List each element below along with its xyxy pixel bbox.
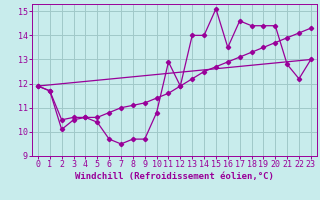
X-axis label: Windchill (Refroidissement éolien,°C): Windchill (Refroidissement éolien,°C): [75, 172, 274, 181]
